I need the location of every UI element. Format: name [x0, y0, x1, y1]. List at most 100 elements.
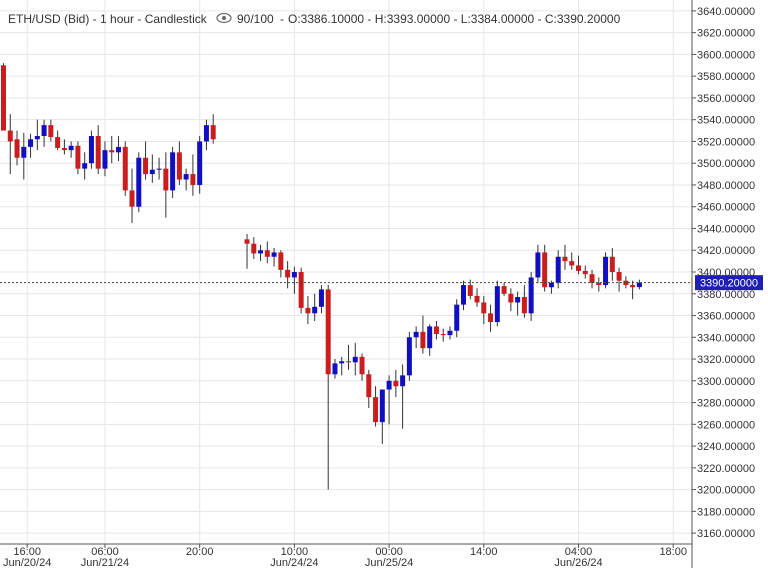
candle[interactable] — [413, 326, 419, 349]
candle[interactable] — [102, 141, 108, 177]
candle-body — [183, 174, 189, 180]
candle[interactable] — [461, 280, 466, 311]
candle[interactable] — [149, 154, 155, 183]
candle[interactable] — [427, 324, 433, 356]
candle[interactable] — [596, 277, 602, 292]
candle[interactable] — [393, 369, 399, 398]
header-ohlc: O:3386.10000 - H:3393.00000 - L:3384.000… — [288, 12, 621, 26]
candle[interactable] — [379, 389, 385, 444]
candle[interactable] — [318, 285, 324, 314]
candle[interactable] — [508, 288, 514, 312]
candle[interactable] — [271, 248, 277, 267]
candle[interactable] — [82, 152, 88, 180]
candle[interactable] — [1, 63, 6, 131]
candle[interactable] — [7, 114, 13, 175]
candle[interactable] — [481, 295, 487, 325]
candle[interactable] — [542, 244, 548, 292]
candle[interactable] — [616, 267, 622, 292]
candle[interactable] — [535, 244, 541, 283]
candle[interactable] — [420, 315, 426, 354]
candle[interactable] — [433, 320, 439, 340]
candle[interactable] — [515, 291, 521, 316]
candle[interactable] — [291, 266, 297, 294]
candle[interactable] — [555, 250, 561, 289]
candle[interactable] — [467, 279, 473, 300]
candle[interactable] — [346, 344, 351, 370]
candle-body — [494, 286, 500, 323]
candle[interactable] — [285, 261, 291, 289]
y-tick-label: 3480.00000 — [697, 180, 755, 192]
candle[interactable] — [400, 364, 406, 429]
candle[interactable] — [447, 326, 453, 340]
candle[interactable] — [251, 237, 257, 259]
candle[interactable] — [488, 304, 494, 332]
candle[interactable] — [197, 136, 203, 194]
candle[interactable] — [176, 141, 182, 185]
candle[interactable] — [264, 241, 270, 264]
candle[interactable] — [609, 248, 615, 281]
candle[interactable] — [75, 141, 81, 175]
candle[interactable] — [305, 295, 311, 325]
candle[interactable] — [122, 141, 128, 196]
candle[interactable] — [41, 119, 47, 147]
candle[interactable] — [454, 299, 460, 338]
candle[interactable] — [636, 279, 642, 290]
candle[interactable] — [55, 130, 61, 151]
candle[interactable] — [183, 168, 189, 191]
candle[interactable] — [298, 267, 304, 314]
candle[interactable] — [210, 114, 216, 144]
candle[interactable] — [589, 269, 595, 289]
candle[interactable] — [95, 125, 101, 175]
candle[interactable] — [630, 280, 636, 300]
candle[interactable] — [68, 141, 74, 158]
candle[interactable] — [366, 369, 372, 408]
candle[interactable] — [406, 331, 412, 381]
candle[interactable] — [562, 244, 568, 270]
candle[interactable] — [88, 130, 94, 169]
candle[interactable] — [521, 285, 527, 318]
y-tick-label: 3300.00000 — [697, 376, 755, 388]
candle[interactable] — [136, 152, 142, 213]
candle[interactable] — [352, 342, 358, 376]
candle[interactable] — [28, 133, 34, 158]
candle[interactable] — [170, 146, 176, 199]
candle[interactable] — [582, 265, 588, 279]
candle[interactable] — [258, 244, 264, 262]
candle[interactable] — [129, 168, 135, 224]
candle[interactable] — [569, 252, 575, 270]
candle[interactable] — [190, 154, 196, 196]
candle[interactable] — [143, 141, 149, 180]
candle[interactable] — [373, 386, 379, 427]
candle[interactable] — [339, 356, 345, 376]
candle[interactable] — [501, 282, 507, 296]
candle-body — [129, 190, 135, 207]
candle[interactable] — [440, 328, 446, 342]
candle[interactable] — [116, 136, 121, 162]
candle[interactable] — [528, 272, 534, 321]
candle-body — [291, 272, 297, 278]
candle[interactable] — [494, 280, 500, 327]
candle[interactable] — [109, 136, 115, 164]
candle[interactable] — [576, 255, 581, 275]
candle[interactable] — [163, 152, 169, 218]
candle[interactable] — [548, 280, 554, 294]
candle[interactable] — [21, 132, 27, 180]
candle[interactable] — [332, 359, 338, 379]
candle[interactable] — [203, 119, 209, 151]
candle[interactable] — [278, 250, 284, 278]
candle[interactable] — [34, 119, 40, 151]
visibility-eye-icon[interactable] — [216, 12, 232, 24]
candle-body — [542, 252, 548, 288]
candle[interactable] — [325, 285, 331, 490]
candle[interactable] — [474, 288, 480, 307]
candle[interactable] — [156, 157, 162, 180]
y-tick-label: 3500.00000 — [697, 158, 755, 170]
candle[interactable] — [312, 293, 318, 321]
candle[interactable] — [244, 233, 250, 269]
candle[interactable] — [48, 119, 54, 142]
candle[interactable] — [14, 130, 20, 166]
candle[interactable] — [61, 139, 67, 155]
candle[interactable] — [386, 375, 392, 425]
candle[interactable] — [359, 353, 365, 381]
